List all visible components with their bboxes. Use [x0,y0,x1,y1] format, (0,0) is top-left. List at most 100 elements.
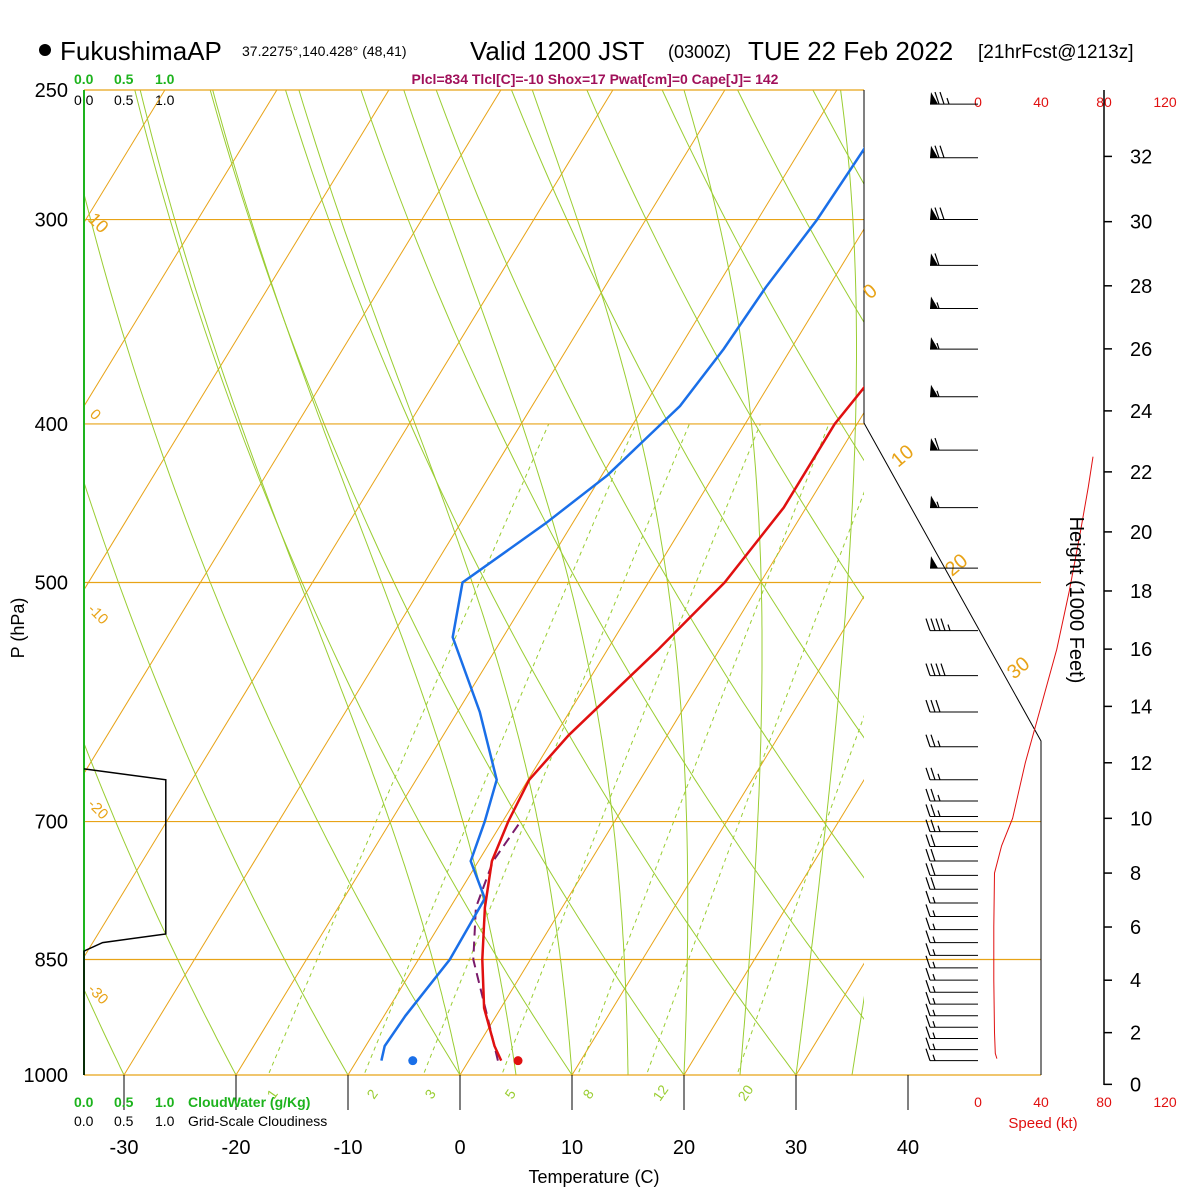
dry-adiabat-line [360,90,864,1020]
moist-adiabat-line [298,90,573,1075]
top-speed-120: 120 [1153,94,1177,110]
bot-cw-1: 1.0 [155,1094,175,1110]
moist-adiabat-line [795,90,857,1075]
height-tick-label: 8 [1130,863,1141,885]
wind-barb [930,145,978,159]
dry-adiabat-line [84,480,349,1075]
wind-barb [930,337,978,350]
pressure-tick-label: 1000 [24,1065,69,1087]
bottom-cloudiness-scale: 0.0 0.5 1.0 Grid-Scale Cloudiness [74,1113,327,1129]
height-tick-label: 6 [1130,917,1141,939]
bottom-speed-scale: 0 40 80 120 Speed (kt) [974,1094,1177,1132]
wind-barb [925,804,978,817]
bot-cw-0: 0.0 [74,1094,94,1110]
top-cloudwater-scale: 0.0 0.5 1.0 [74,71,175,87]
iso-label-30-right: 30 [1003,653,1034,684]
isotherm-line [571,595,864,1075]
height-tick-label: 18 [1130,581,1152,603]
wind-barb [930,384,978,398]
temp-tick-label: 30 [785,1137,807,1159]
temp-tick-label: 40 [897,1137,919,1159]
temp-tick-label: 0 [454,1137,465,1159]
top-cw-0: 0.0 [74,71,94,87]
station-name: FukushimaAP [60,36,222,66]
dry-adiabat-line [284,90,797,1075]
temperature-axis-title: Temperature (C) [528,1167,659,1187]
height-tick-label: 22 [1130,462,1152,484]
wind-barb [925,618,978,632]
mixing-ratio-labels: 1 2 3 5 8 12 20 [263,1082,756,1104]
cloudwater-label: CloudWater (g/Kg) [188,1094,310,1110]
bot-cl-05: 0.5 [114,1113,134,1129]
temperature-line [481,385,864,1062]
cloudiness-line [83,768,167,1075]
wind-barb [930,437,978,451]
wind-speed-line [993,456,1094,1059]
zulu-time: (0300Z) [668,42,731,62]
mixing-ratio-line [645,491,864,1075]
mix-label-2: 2 [363,1086,381,1102]
isotherm-line [123,90,726,1075]
dry-adiabat-line [84,741,237,1075]
temp-tick-label: 10 [561,1137,583,1159]
iso-label-20-right: 20 [941,550,972,581]
station-dot [39,44,51,56]
isotherm-line [84,90,614,958]
isotherm-line [347,228,864,1075]
dry-adiabat-line [661,90,864,462]
moist-adiabat-line [212,90,517,1075]
dry-adiabat-line [737,90,864,324]
wind-barb [925,863,978,876]
temperature-ticks: -30 -20 -10 0 10 20 30 40 [110,1075,919,1159]
moist-adiabat-line [683,90,763,1075]
forecast-info: [21hrFcst@1213z] [978,42,1134,63]
temp-tick-label: -10 [334,1137,363,1159]
valid-date: TUE 22 Feb 2022 [748,36,953,66]
mix-label-5: 5 [501,1086,519,1102]
top-speed-scale: 0 40 80 120 [974,94,1177,110]
height-tick-label: 10 [1130,808,1152,830]
dry-adiabat-line [1170,61,1200,1110]
top-cl-05: 0.5 [114,92,134,108]
top-cw-05: 0.5 [114,71,134,87]
height-tick-label: 2 [1130,1023,1141,1045]
wind-barb [925,890,978,904]
iso-label-10-right: 10 [887,441,918,472]
top-cw-1: 1.0 [155,71,175,87]
pressure-tick-label: 850 [35,950,68,972]
bot-speed-40: 40 [1033,1094,1049,1110]
top-cl-1: 1.0 [155,92,175,108]
isotherm-line [459,411,864,1075]
moist-adiabat-line [403,90,629,1075]
mixing-ratio-line [501,423,761,1075]
wind-barb [930,495,978,509]
isotherm-line [84,90,278,408]
temp-tick-label: -20 [222,1137,251,1159]
wind-barb [925,663,978,677]
dry-adiabat-line [209,90,685,1075]
iso-label-m30: -30 [84,981,111,1008]
isotherm-line [84,90,390,591]
iso-label-m10: -10 [84,601,111,628]
mixing-ratio-line [736,714,864,1075]
top-speed-40: 40 [1033,94,1049,110]
iso-label-0-right: 0 [859,280,882,304]
top-speed-0: 0 [974,94,982,110]
mix-label-12: 12 [649,1082,671,1104]
background-lines [84,61,1200,1110]
wind-barbs [925,91,978,1062]
height-axis-title: Height (1000 Feet) [1065,517,1087,684]
moist-adiabat-line [531,90,689,1075]
mix-label-20: 20 [734,1082,756,1104]
pressure-tick-label: 500 [35,573,68,595]
wind-barb [930,91,978,105]
dry-adiabat-line [1021,61,1200,1110]
height-tick-label: 24 [1130,401,1152,423]
wind-barb [925,1037,978,1051]
station-coords: 37.2275°,140.428° (48,41) [242,43,407,59]
wind-barb [925,930,978,944]
wind-barb [925,917,978,931]
bottom-cloudwater-scale: 0.0 0.5 1.0 CloudWater (g/Kg) [74,1094,310,1110]
pressure-tick-label: 250 [35,80,68,102]
